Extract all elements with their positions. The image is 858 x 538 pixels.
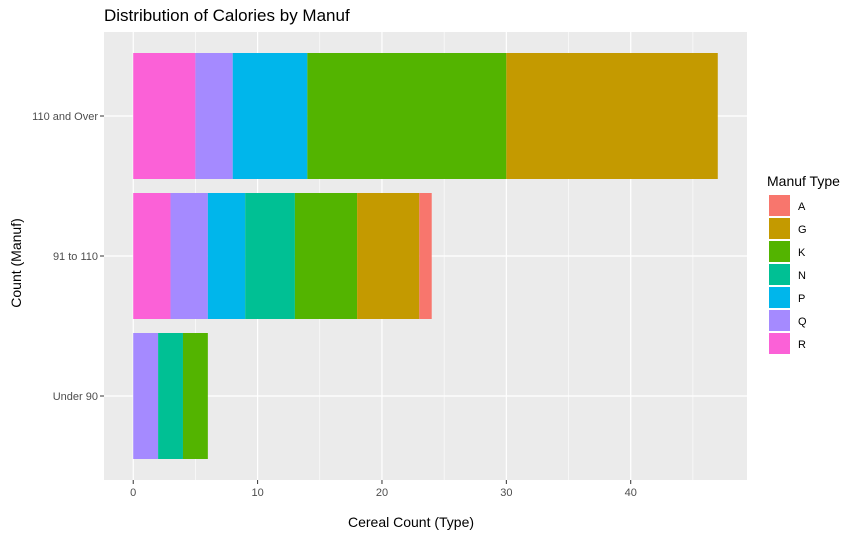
legend-label-g: G <box>798 224 807 236</box>
x-tick-label: 10 <box>251 487 263 499</box>
legend-label-n: N <box>798 270 806 282</box>
x-tick-label: 40 <box>625 487 637 499</box>
x-axis: 0 10 20 30 40 <box>130 480 637 499</box>
bar-segment-p-2 <box>207 193 246 319</box>
y-tick-label: 110 and Over <box>32 111 98 123</box>
legend-swatch-r <box>769 333 790 354</box>
bar-segment-k-3 <box>307 53 507 179</box>
x-axis-title: Cereal Count (Type) <box>348 514 474 530</box>
bar-segment-r-3 <box>133 53 196 179</box>
bar-segment-a-2 <box>419 193 432 319</box>
legend-title: Manuf Type <box>767 173 840 189</box>
legend-swatch-k <box>769 241 790 262</box>
bars <box>133 53 718 459</box>
legend-swatch-n <box>769 264 790 285</box>
legend-swatch-g <box>769 218 790 239</box>
bar-segment-n-1 <box>158 333 183 459</box>
legend-label-p: P <box>798 293 805 305</box>
bar-segment-r-2 <box>133 193 171 319</box>
bar-segment-p-3 <box>232 53 308 179</box>
x-tick-label: 0 <box>130 487 136 499</box>
x-tick-label: 30 <box>500 487 512 499</box>
bar-segment-n-2 <box>245 193 295 319</box>
bar-segment-q-2 <box>170 193 208 319</box>
legend-swatch-p <box>769 287 790 308</box>
y-tick-label: Under 90 <box>53 391 98 403</box>
bar-segment-g-2 <box>357 193 420 319</box>
bar-segment-q-3 <box>195 53 233 179</box>
bar-segment-k-1 <box>182 333 208 459</box>
y-axis: Under 90 91 to 110 110 and Over <box>32 111 104 403</box>
legend-label-q: Q <box>798 316 807 328</box>
legend-swatch-q <box>769 310 790 331</box>
y-axis-title: Count (Manuf) <box>8 218 24 307</box>
legend-label-r: R <box>798 339 806 351</box>
legend-swatch-a <box>769 195 790 216</box>
x-tick-label: 20 <box>376 487 388 499</box>
bar-segment-q-1 <box>133 333 159 459</box>
chart-title: Distribution of Calories by Manuf <box>104 6 350 25</box>
y-tick-label: 91 to 110 <box>53 251 98 263</box>
legend-label-a: A <box>798 201 806 213</box>
bar-segment-g-3 <box>506 53 718 179</box>
legend-label-k: K <box>798 247 806 259</box>
bar-segment-k-2 <box>294 193 358 319</box>
